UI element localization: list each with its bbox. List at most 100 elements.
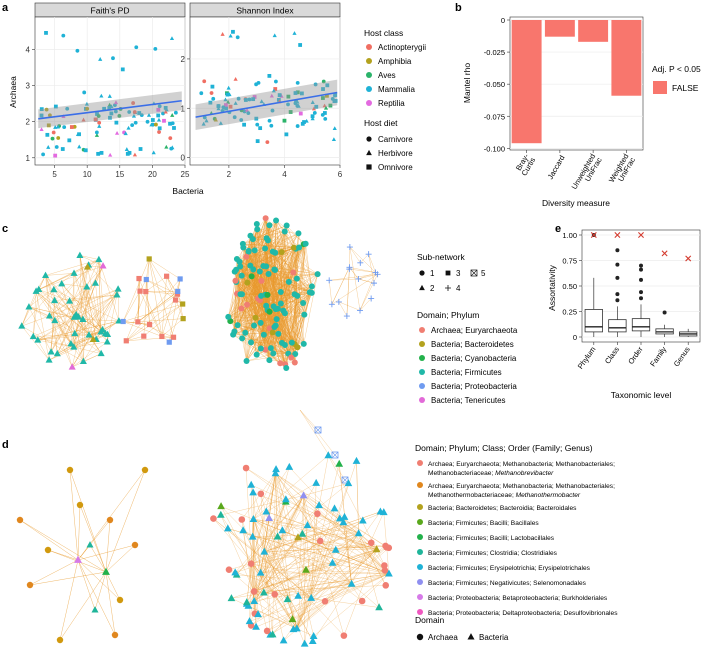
a-xtick-label: 10 (83, 170, 92, 179)
d-node (102, 567, 110, 575)
c-node (68, 363, 76, 370)
d-legend: Archaea; Euryarchaeota; Methanobacteria;… (417, 460, 618, 617)
c-edge (297, 302, 304, 348)
a-point (75, 48, 80, 53)
c-edge (76, 294, 118, 315)
a-point (153, 46, 158, 51)
a-legend: Host class Host diet Actinopterygii Amphi… (364, 28, 426, 172)
d-edge (303, 495, 345, 636)
e-outlier (639, 263, 643, 268)
a-legend-diet-label: Carnivore (378, 135, 413, 144)
d-node (268, 630, 277, 638)
a-point (113, 100, 119, 105)
a-point (293, 91, 298, 95)
d-edge (361, 573, 390, 602)
c-edge (72, 289, 119, 368)
c-edge (33, 316, 79, 337)
a-point (232, 115, 237, 120)
a-legend-diet-swatch (366, 136, 372, 142)
c-node (278, 249, 285, 256)
a-legend-class-label: Reptilia (378, 99, 405, 108)
c-edge (33, 291, 37, 337)
c-edge (266, 266, 305, 315)
a-point (325, 93, 329, 98)
legend-host-diet-title: Host diet (364, 118, 398, 128)
panel-d-network: Domain; Phylum; Class; Order (Family; Ge… (16, 443, 618, 647)
a-point (109, 111, 114, 116)
c-node (258, 277, 265, 284)
d-edge (253, 519, 261, 573)
a-point (114, 131, 120, 135)
d-edge (297, 537, 377, 550)
c-node (239, 335, 246, 342)
c-edge (70, 334, 108, 345)
c-node (114, 285, 122, 292)
d-node (328, 558, 337, 566)
d-edge (303, 483, 349, 496)
d-edge (246, 495, 304, 603)
d-edge (253, 519, 294, 630)
c-node (335, 298, 342, 305)
c-node (273, 217, 280, 224)
d-edge (231, 598, 297, 629)
c-edge (286, 225, 313, 287)
b-ytick-label: -0.075 (484, 112, 505, 121)
d-node (254, 610, 262, 618)
c-edge (252, 239, 287, 369)
d-edge (287, 599, 298, 629)
b-legend-title-text: Adj. P < 0.05 (652, 64, 701, 74)
e-xtick-label: Family (648, 345, 668, 368)
d-node (372, 545, 381, 553)
c-node (262, 245, 269, 252)
c-edge (241, 266, 267, 309)
a-point (132, 152, 138, 157)
c-node (85, 331, 93, 338)
d-edge (328, 455, 390, 574)
c-edge (260, 322, 286, 365)
c-edge (79, 255, 94, 340)
d-edge (272, 533, 359, 635)
c-node (243, 357, 250, 364)
c-node (293, 275, 300, 282)
b-xtick-label: UnweightedUniFrac (570, 152, 604, 195)
d-node (249, 514, 258, 522)
d-node (331, 545, 340, 553)
d-edge (59, 571, 107, 641)
a-point (157, 130, 161, 134)
e-outlier (639, 267, 643, 272)
d-edge (19, 519, 107, 573)
a-point (94, 133, 100, 137)
c-edge (86, 259, 100, 288)
d-edge (77, 519, 111, 561)
d-edge (248, 549, 377, 607)
c-edge (28, 306, 52, 353)
d-edge (260, 493, 352, 585)
c-edge (338, 301, 348, 317)
c-node (67, 340, 75, 347)
d-node (44, 546, 52, 554)
c-node (290, 269, 297, 276)
d-domain-legend-label: Archaea (428, 633, 458, 642)
a-xtick-label: 6 (338, 170, 343, 179)
d-node (225, 566, 233, 574)
d-edge (252, 533, 359, 538)
d-node (116, 596, 124, 604)
c-node (143, 288, 149, 295)
c-edge (239, 261, 270, 361)
c-edge (45, 273, 75, 276)
d-edge (318, 505, 390, 574)
d-edges (19, 455, 390, 644)
a-point (170, 121, 175, 126)
d-node (347, 579, 356, 587)
d-edge (253, 519, 305, 644)
d-node (231, 568, 240, 576)
e-marks: 0 0.25 0.50 0.75 1.00 Phylum Class Order Family G… (562, 231, 700, 371)
c-edge (246, 223, 258, 361)
c-edge (169, 278, 181, 343)
a-point (109, 104, 114, 109)
a-point (270, 108, 275, 113)
c-node (89, 335, 97, 343)
a-xlabel: Bacteria (172, 186, 203, 196)
c-edge (126, 335, 144, 342)
d-edge (260, 495, 304, 573)
